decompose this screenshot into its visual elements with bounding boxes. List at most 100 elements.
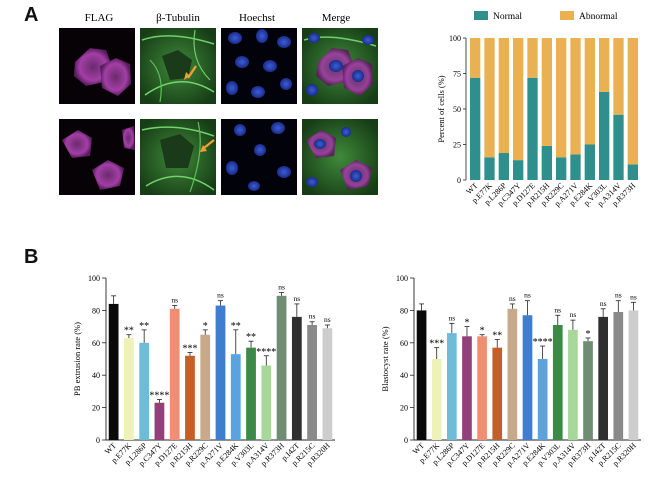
significance-label: **** bbox=[149, 391, 169, 402]
significance-label: ** bbox=[492, 331, 502, 342]
image-tubulin-row1 bbox=[140, 28, 216, 104]
column-title-merge: Merge bbox=[322, 12, 351, 24]
y-tick-label: 0 bbox=[404, 436, 408, 445]
bar-wt bbox=[416, 310, 427, 440]
legend-swatch-abnormal bbox=[560, 11, 574, 20]
bar-normal-pc347y bbox=[513, 160, 524, 180]
legend-swatch-normal bbox=[474, 11, 488, 20]
image-hoechst-row2 bbox=[221, 119, 297, 195]
bar-pr215h bbox=[492, 347, 503, 440]
significance-label: ns bbox=[524, 291, 531, 300]
significance-label: *** bbox=[429, 339, 444, 350]
significance-label: ns bbox=[293, 294, 300, 303]
bar-pe284k bbox=[537, 359, 548, 440]
significance-label: * bbox=[586, 329, 591, 340]
significance-label: * bbox=[203, 321, 208, 332]
y-tick-label: 60 bbox=[92, 339, 100, 348]
y-tick-label: 100 bbox=[396, 274, 408, 283]
bar-normal-pe77k bbox=[484, 157, 495, 180]
panel-a-label: A bbox=[24, 4, 39, 26]
bar-normal-pl286p bbox=[498, 153, 509, 180]
bar-pe77k bbox=[431, 359, 442, 440]
bar-pr215c bbox=[613, 312, 624, 440]
y-axis-label: Percent of cells (%) bbox=[436, 75, 446, 142]
bar-pa314v bbox=[261, 365, 272, 440]
bar-normal-pd127e bbox=[527, 77, 538, 180]
bar-abnormal-pa271v bbox=[570, 38, 581, 155]
bar-abnormal-pe77k bbox=[484, 38, 495, 158]
image-merge-row2 bbox=[302, 119, 378, 195]
y-tick-label: 100 bbox=[449, 34, 461, 43]
legend-label-abnormal: Abnormal bbox=[579, 12, 618, 22]
significance-label: ns bbox=[217, 291, 224, 300]
bar-normal-pr229c bbox=[556, 157, 567, 180]
image-tubulin-row2 bbox=[140, 119, 216, 195]
bar-normal-wt bbox=[470, 77, 481, 180]
y-tick-label: 100 bbox=[88, 274, 100, 283]
bar-pl286p bbox=[446, 333, 457, 440]
bar-pr215c bbox=[307, 324, 317, 440]
bar-pv303l bbox=[552, 324, 563, 440]
bar-normal-pr215h bbox=[541, 145, 552, 180]
bar-normal-pr373h bbox=[627, 164, 638, 180]
bar-pr320h bbox=[322, 328, 333, 440]
significance-label: ns bbox=[324, 315, 331, 324]
image-flag-row2 bbox=[59, 119, 135, 195]
y-tick-label: 80 bbox=[400, 306, 408, 315]
bar-abnormal-wt bbox=[470, 38, 481, 78]
bar-pr215h bbox=[185, 355, 195, 440]
bar-abnormal-pd127e bbox=[527, 38, 538, 78]
bar-abnormal-pr229c bbox=[556, 38, 567, 158]
column-title-flag: FLAG bbox=[85, 12, 114, 24]
bar-pl286p bbox=[139, 342, 150, 440]
legend-label-normal: Normal bbox=[493, 12, 522, 22]
significance-label: ** bbox=[246, 332, 256, 343]
significance-label: ns bbox=[615, 291, 622, 300]
bar-pr229c bbox=[507, 308, 518, 440]
bar-pi42t bbox=[598, 316, 609, 440]
bar-normal-pa314v bbox=[613, 114, 624, 180]
bar-pi42t bbox=[291, 316, 302, 440]
bar-pr229c bbox=[200, 334, 211, 440]
bar-normal-pe284k bbox=[584, 144, 595, 180]
significance-label: ** bbox=[231, 321, 241, 332]
image-merge-row1 bbox=[302, 28, 378, 104]
significance-label: ns bbox=[509, 294, 516, 303]
y-tick-label: 0 bbox=[457, 176, 461, 185]
bar-pa271v bbox=[522, 315, 533, 440]
bar-pa271v bbox=[215, 305, 226, 440]
bar-pr373h bbox=[276, 295, 287, 440]
significance-label: ** bbox=[139, 321, 149, 332]
bar-abnormal-pl286p bbox=[498, 38, 509, 154]
bar-abnormal-pr215h bbox=[541, 38, 552, 146]
bar-abnormal-pe284k bbox=[584, 38, 595, 145]
bar-pa314v bbox=[568, 329, 578, 440]
y-tick-label: 80 bbox=[92, 306, 100, 315]
bar-pc347y bbox=[154, 402, 165, 440]
y-tick-label: 40 bbox=[92, 371, 100, 380]
bar-abnormal-pa314v bbox=[613, 38, 624, 115]
bar-pv303l bbox=[246, 347, 256, 440]
y-tick-label: 20 bbox=[400, 404, 408, 413]
y-tick-label: 20 bbox=[92, 404, 100, 413]
significance-label: ns bbox=[600, 299, 607, 308]
bar-pe77k bbox=[124, 337, 134, 440]
image-hoechst-row1 bbox=[221, 28, 297, 104]
column-title-tubulin: β-Tubulin bbox=[156, 12, 200, 24]
significance-label: ns bbox=[570, 310, 577, 319]
significance-label: ns bbox=[630, 292, 637, 301]
significance-label: ** bbox=[124, 326, 134, 337]
y-tick-label: 0 bbox=[96, 436, 100, 445]
bar-pr320h bbox=[628, 310, 639, 440]
bar-pd127e bbox=[169, 308, 180, 440]
bar-wt bbox=[108, 303, 119, 440]
significance-label: ns bbox=[448, 313, 455, 322]
significance-label: *** bbox=[182, 344, 197, 355]
bar-pc347y bbox=[462, 336, 472, 440]
panel-b-label: B bbox=[24, 246, 39, 268]
image-flag-row1 bbox=[59, 28, 135, 104]
y-tick-label: 25 bbox=[453, 141, 461, 150]
bar-pe284k bbox=[230, 354, 241, 440]
significance-label: ns bbox=[554, 305, 561, 314]
